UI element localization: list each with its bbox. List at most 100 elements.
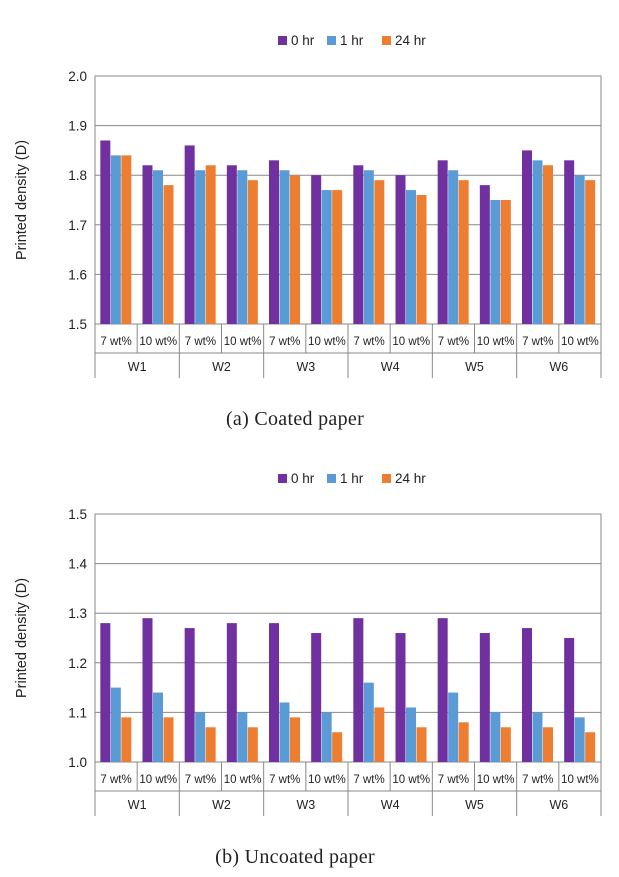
chart1-bar (100, 623, 111, 762)
chart0-category-label: 10 wt% (308, 336, 346, 348)
chart1-bar (406, 707, 416, 762)
chart1-group-label: W4 (381, 798, 400, 812)
chart0-bar (290, 175, 300, 324)
chart0-bar (353, 165, 364, 324)
chart0-y-tick-label: 1.7 (68, 218, 87, 233)
chart1-bar (247, 727, 258, 762)
chart0-category-label: 10 wt% (561, 336, 599, 348)
chart1-bar (374, 707, 385, 762)
chart1-y-tick-label: 1.0 (68, 755, 87, 770)
chart0-bar (532, 160, 543, 324)
chart1-category-label: 7 wt% (438, 774, 469, 786)
chart1-group-label: W3 (296, 798, 315, 812)
chart1-category-label: 7 wt% (100, 774, 131, 786)
chart1-bar (311, 633, 322, 762)
chart1-bar (269, 623, 279, 762)
chart1-category-label: 10 wt% (561, 774, 599, 786)
chart1-bar (479, 633, 490, 762)
chart0-bar (543, 165, 553, 324)
chart0-bar (279, 170, 290, 324)
chart0-legend-label: 24 hr (395, 33, 426, 48)
chart1-bar (237, 712, 248, 762)
chart1-bar (532, 712, 543, 762)
chart1-group-label: W5 (465, 798, 484, 812)
chart1-bar (163, 717, 174, 762)
chart1-legend-swatch (327, 474, 336, 483)
chart1-bar (195, 712, 206, 762)
chart1-bar (490, 712, 501, 762)
chart0-bar (205, 165, 216, 324)
chart0-bar (437, 160, 448, 324)
chart1-bar (142, 618, 153, 762)
chart0-legend-swatch (382, 36, 391, 45)
chart0-bar (406, 190, 416, 324)
chart0-category-label: 10 wt% (392, 336, 430, 348)
chart0-category-label: 10 wt% (477, 336, 515, 348)
chart0-bar (247, 180, 258, 324)
chart0-y-tick-label: 1.8 (68, 168, 87, 183)
chart1-bar (321, 712, 332, 762)
chart1-y-tick-label: 1.1 (68, 705, 87, 720)
chart1-y-tick-label: 1.5 (68, 507, 87, 522)
chart1-category-label: 7 wt% (185, 774, 216, 786)
chart0-legend-label: 1 hr (340, 33, 364, 48)
chart1-bar (121, 717, 132, 762)
chart0-bar (226, 165, 237, 324)
chart1-bar (184, 628, 195, 762)
chart0-legend-swatch (327, 36, 336, 45)
chart0-bar (142, 165, 153, 324)
chart1-legend-swatch (278, 474, 287, 483)
chart0-bar (195, 170, 206, 324)
chart-coated-paper: 1.5 1.6 1.7 1.8 1.9 2.0 Printed density (D) 7 w… (14, 33, 602, 378)
chart0-bar (321, 190, 332, 324)
chart0-bar (269, 160, 279, 324)
chart0-bar (311, 175, 322, 324)
chart1-legend-label: 24 hr (395, 471, 426, 486)
chart1-bar (458, 722, 469, 762)
chart0-bar (395, 175, 406, 324)
chart0-bar (110, 155, 121, 324)
chart0-bar (184, 145, 195, 324)
chart1-category-label: 10 wt% (392, 774, 430, 786)
chart0-bar (237, 170, 248, 324)
chart0-group-label: W6 (549, 360, 568, 374)
chart0-bar (448, 170, 459, 324)
chart0-group-label: W1 (128, 360, 147, 374)
chart0-category-label: 7 wt% (269, 336, 300, 348)
chart1-legend-swatch (382, 474, 391, 483)
chart0-y-axis-title: Printed density (D) (14, 140, 30, 260)
chart-uncoated-paper: 1.0 1.1 1.2 1.3 1.4 1.5 Printed density (D) 7 w… (14, 471, 602, 816)
chart1-bar (279, 702, 290, 762)
chart1-category-label: 10 wt% (477, 774, 515, 786)
chart1-bar (416, 727, 427, 762)
chart1-group-label: W1 (128, 798, 147, 812)
chart1-bar (574, 717, 585, 762)
chart1-category-label: 7 wt% (353, 774, 384, 786)
chart1-bar (205, 727, 216, 762)
chart0-y-tick-label: 1.9 (68, 119, 87, 134)
chart1-legend-label: 1 hr (340, 471, 364, 486)
chart1-y-tick-label: 1.3 (68, 606, 87, 621)
chart0-bar (153, 170, 163, 324)
chart0-bar (100, 140, 111, 324)
chart0-bar (585, 180, 596, 324)
chart0-bar (121, 155, 132, 324)
chart0-group-label: W5 (465, 360, 484, 374)
caption-uncoated-paper: (b) Uncoated paper (215, 846, 375, 868)
chart1-category-label: 7 wt% (522, 774, 553, 786)
chart0-bar (458, 180, 469, 324)
chart1-group-label: W6 (549, 798, 568, 812)
chart1-bar (353, 618, 364, 762)
chart0-y-tick-label: 2.0 (68, 69, 87, 84)
chart1-bar (585, 732, 596, 762)
chart1-y-tick-label: 1.4 (68, 557, 87, 572)
chart0-legend-swatch (278, 36, 287, 45)
chart1-bar (226, 623, 237, 762)
chart0-bar (490, 200, 501, 324)
chart1-category-label: 7 wt% (269, 774, 300, 786)
chart0-category-label: 7 wt% (438, 336, 469, 348)
chart1-y-axis-title: Printed density (D) (14, 578, 30, 698)
chart0-group-label: W3 (296, 360, 315, 374)
chart0-bar (374, 180, 385, 324)
chart0-y-tick-label: 1.5 (68, 317, 87, 332)
